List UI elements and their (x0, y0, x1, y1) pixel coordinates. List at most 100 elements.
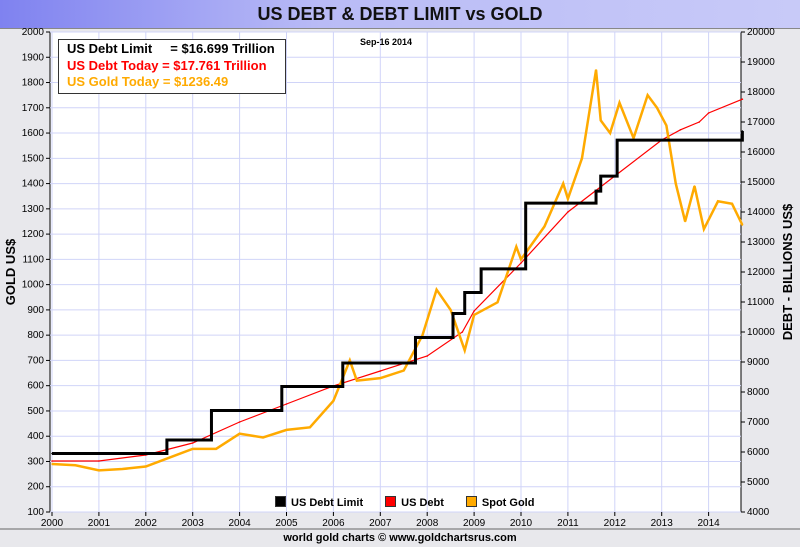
data-point (581, 157, 583, 160)
y-tick-right: 13000 (747, 237, 775, 248)
data-point (51, 463, 53, 465)
y-tick-left: 300 (27, 456, 44, 467)
data-point (656, 106, 658, 109)
y-tick-left: 1600 (22, 128, 45, 139)
y-tick-left: 2000 (22, 27, 45, 38)
y-tick-right: 15000 (747, 177, 775, 188)
y-tick-left: 1800 (22, 78, 45, 89)
x-tick: 2000 (41, 518, 64, 529)
x-tick: 2006 (322, 518, 345, 529)
y-axis-label-right: DEBT - BILLIONS US$ (780, 203, 795, 340)
data-point (741, 98, 744, 100)
data-point (51, 452, 53, 455)
y-tick-right: 10000 (747, 327, 775, 338)
x-tick: 2004 (228, 518, 251, 529)
x-tick: 2007 (369, 518, 392, 529)
data-point (402, 369, 405, 372)
data-point (463, 291, 466, 294)
data-point (698, 121, 701, 123)
data-point (515, 245, 518, 248)
data-point (421, 334, 424, 336)
data-point (215, 448, 217, 450)
data-point (121, 468, 124, 470)
legend-label: US Debt (401, 497, 444, 509)
y-tick-left: 800 (27, 330, 44, 341)
legend-label: Spot Gold (481, 497, 535, 509)
info-limit: US Debt Limit = $16.699 Trillion (67, 41, 275, 56)
info-debt: US Debt Today = $17.761 Trillion (67, 57, 267, 73)
data-point (309, 426, 311, 429)
data-point (679, 129, 682, 131)
x-tick: 2012 (604, 518, 627, 529)
data-point (665, 124, 668, 127)
data-point (238, 421, 241, 423)
y-tick-right: 11000 (747, 297, 775, 308)
credit: world gold charts © www.goldchartsrus.co… (283, 532, 517, 544)
data-point (562, 182, 565, 185)
y-tick-left: 1500 (22, 153, 45, 164)
title-bar: US DEBT & DEBT LIMIT vs GOLD (0, 0, 800, 29)
data-point (341, 362, 344, 364)
x-tick: 2010 (510, 518, 533, 529)
data-point (74, 464, 77, 467)
data-point (595, 69, 597, 71)
data-point (616, 139, 618, 141)
y-tick-right: 19000 (747, 57, 775, 68)
data-point (379, 370, 382, 372)
data-point (463, 349, 466, 352)
data-point (520, 262, 522, 264)
data-point (332, 400, 335, 402)
data-point (435, 288, 438, 291)
legend-item-gold: Spot Gold (465, 496, 535, 509)
data-point (684, 220, 686, 223)
info-box: US Debt Limit = $16.699 Trillion US Debt… (58, 39, 286, 94)
y-tick-left: 400 (27, 431, 44, 442)
chart-title: US DEBT & DEBT LIMIT vs GOLD (257, 4, 543, 24)
data-point (618, 101, 621, 104)
data-point (599, 119, 602, 122)
data-point (473, 310, 475, 312)
data-point (191, 448, 194, 450)
y-tick-left: 100 (27, 507, 44, 518)
data-point (461, 331, 464, 333)
data-point (599, 175, 602, 177)
data-point (98, 460, 100, 462)
data-point (168, 456, 171, 459)
y-tick-right: 17000 (747, 117, 775, 128)
data-point (285, 429, 288, 431)
data-point (595, 190, 597, 192)
x-tick: 2001 (88, 518, 111, 529)
data-point (703, 228, 705, 230)
x-tick: 2005 (275, 518, 298, 529)
y-tick-left: 500 (27, 406, 44, 417)
info-gold: US Gold Today = $1236.49 (67, 74, 229, 89)
y-tick-left: 600 (27, 381, 44, 392)
x-tick: 2008 (416, 518, 439, 529)
y-tick-left: 700 (27, 355, 44, 366)
series-line-spot-gold (51, 69, 744, 472)
y-tick-right: 6000 (747, 447, 770, 458)
y-tick-right: 20000 (747, 27, 775, 38)
y-tick-right: 14000 (747, 207, 775, 218)
series-line-us-debt-limit (52, 131, 744, 455)
data-point (426, 355, 429, 357)
y-tick-left: 1700 (22, 103, 45, 114)
y-tick-right: 5000 (747, 477, 770, 488)
data-point (731, 202, 733, 205)
data-point (567, 197, 569, 200)
data-point (281, 385, 283, 388)
data-point (414, 336, 417, 339)
legend-item-debt: US Debt (385, 496, 444, 509)
date-label: Sep-16 2014 (360, 37, 413, 47)
data-point (646, 94, 649, 96)
plot-area (49, 31, 742, 513)
data-point (166, 439, 168, 441)
y-tick-right: 12000 (747, 267, 775, 278)
data-point (349, 359, 351, 362)
data-point (543, 225, 546, 228)
x-tick: 2009 (463, 518, 486, 529)
y-tick-right: 16000 (747, 147, 775, 158)
x-tick: 2002 (135, 518, 158, 529)
